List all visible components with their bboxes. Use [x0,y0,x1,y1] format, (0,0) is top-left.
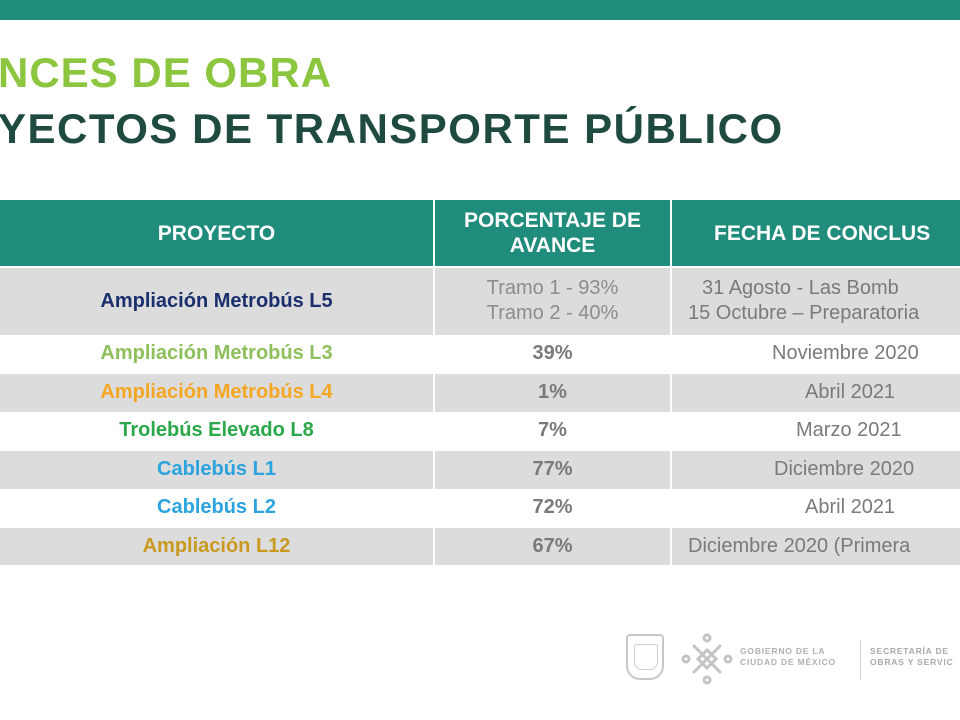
project-name: Cablebús L2 [0,488,435,527]
progress-value: Tramo 1 - 93% Tramo 2 - 40% [434,266,672,335]
date-line-2: 15 Octubre – Preparatoria [688,302,920,324]
header-porcentaje-text: PORCENTAJE DE AVANCE [464,209,641,257]
progress-tramo-1: Tramo 1 - 93% [486,277,619,299]
progress-value: 67% [434,526,672,565]
footer-logos: GOBIERNO DE LA CIUDAD DE MÉXICO SECRETAR… [620,632,960,692]
coat-of-arms-icon [626,634,664,680]
progress-tramo-2: Tramo 2 - 40% [486,302,619,324]
table-row: Cablebús L2 72% Abril 2021 [0,488,960,527]
progress-value: 1% [434,372,672,412]
table-row: Ampliación Metrobús L3 39% Noviembre 202… [0,334,960,373]
conclusion-date: Abril 2021 [671,488,960,527]
conclusion-date: Diciembre 2020 [671,449,960,489]
gobierno-line-1: GOBIERNO DE LA [740,646,826,656]
cdmx-logo-icon [681,633,733,685]
progress-value: 39% [434,334,672,373]
table-row: Ampliación L12 67% Diciembre 2020 (Prime… [0,526,960,565]
gobierno-line-2: CIUDAD DE MÉXICO [740,657,836,667]
top-accent-bar [0,0,960,20]
secretaria-line-1: SECRETARÍA DE [870,646,949,656]
footer-divider [860,640,861,680]
table-row: Ampliación Metrobús L4 1% Abril 2021 [0,372,960,412]
conclusion-date: Marzo 2021 [671,411,960,450]
table-header-row: PROYECTO PORCENTAJE DE AVANCE FECHA DE C… [0,200,960,267]
conclusion-date: 31 Agosto - Las Bomb 15 Octubre – Prepar… [671,266,960,335]
progress-table: PROYECTO PORCENTAJE DE AVANCE FECHA DE C… [0,200,960,565]
table-row: Cablebús L1 77% Diciembre 2020 [0,449,960,489]
project-name: Ampliación Metrobús L3 [0,334,435,373]
table-row: Ampliación Metrobús L5 Tramo 1 - 93% Tra… [0,266,960,335]
progress-table-wrapper: PROYECTO PORCENTAJE DE AVANCE FECHA DE C… [0,200,960,568]
conclusion-date: Diciembre 2020 (Primera [671,526,960,565]
project-name: Trolebús Elevado L8 [0,411,435,450]
header-porcentaje: PORCENTAJE DE AVANCE [434,200,672,267]
title-avances-de-obra: NCES DE OBRA [0,49,333,96]
header-proyecto: PROYECTO [0,200,435,267]
project-name: Cablebús L1 [0,449,435,489]
secretaria-line-2: OBRAS Y SERVIC [870,657,954,667]
table-row: Trolebús Elevado L8 7% Marzo 2021 [0,411,960,450]
progress-value: 7% [434,411,672,450]
header-fecha: FECHA DE CONCLUS [671,200,960,267]
project-name: Ampliación Metrobús L5 [0,266,435,335]
gobierno-cdmx-text: GOBIERNO DE LA CIUDAD DE MÉXICO [740,646,860,668]
date-line-1: 31 Agosto - Las Bomb [702,277,899,299]
title-proyectos-transporte: YECTOS DE TRANSPORTE PÚBLICO [0,105,784,152]
progress-value: 72% [434,488,672,527]
progress-value: 77% [434,449,672,489]
secretaria-text: SECRETARÍA DE OBRAS Y SERVIC [870,646,960,668]
project-name: Ampliación L12 [0,526,435,565]
project-name: Ampliación Metrobús L4 [0,372,435,412]
conclusion-date: Noviembre 2020 [671,334,960,373]
conclusion-date: Abril 2021 [671,372,960,412]
